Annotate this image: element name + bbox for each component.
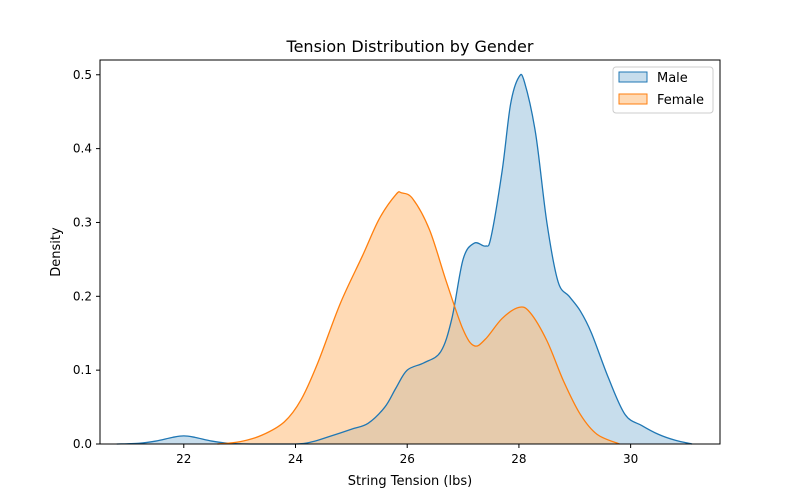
legend-label-male: Male (657, 71, 688, 86)
y-tick-label: 0.1 (73, 363, 92, 377)
series-female-line (217, 191, 620, 445)
y-axis-label: Density (49, 227, 64, 277)
x-axis-label: String Tension (lbs) (348, 474, 472, 489)
legend-label-female: Female (657, 93, 704, 108)
y-tick-label: 0.5 (73, 68, 92, 82)
x-tick-label: 30 (623, 452, 638, 466)
legend-swatch-male (618, 71, 648, 83)
x-axis-ticks: 22 24 26 28 30 (176, 444, 638, 466)
y-tick-label: 0.0 (73, 437, 92, 451)
plot-frame (99, 59, 721, 445)
legend-swatch-female (618, 93, 648, 105)
legend: Male Female (612, 66, 714, 114)
series-male-line (116, 73, 693, 445)
x-tick-label: 26 (400, 452, 415, 466)
y-tick-label: 0.4 (73, 142, 92, 156)
y-axis-ticks: 0.0 0.1 0.2 0.3 0.4 0.5 (73, 68, 100, 451)
x-tick-label: 28 (511, 452, 526, 466)
series-female-area (217, 191, 620, 444)
y-tick-label: 0.2 (73, 289, 92, 303)
y-tick-label: 0.3 (73, 215, 92, 229)
x-tick-label: 22 (176, 452, 191, 466)
chart-title: Tension Distribution by Gender (286, 37, 534, 56)
series-layer (116, 73, 693, 445)
x-tick-label: 24 (288, 452, 303, 466)
